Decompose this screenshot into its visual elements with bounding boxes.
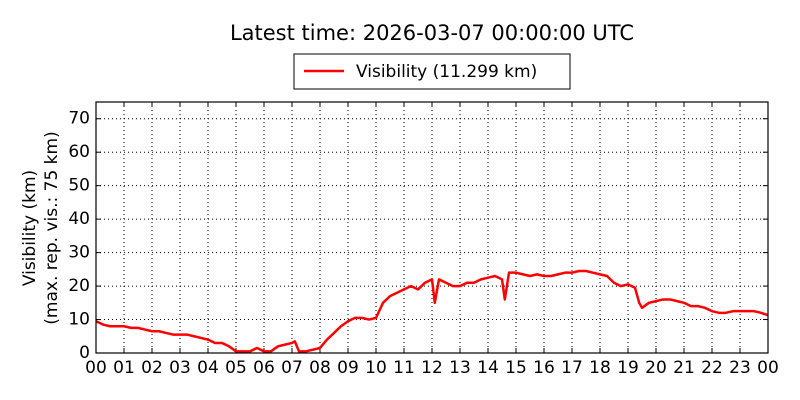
y-tick-label: 20 (68, 276, 90, 296)
x-tick-label: 15 (505, 358, 527, 378)
y-tick-label: 70 (68, 109, 90, 129)
x-tick-label: 12 (421, 358, 443, 378)
y-axis-label: Visibility (km) (20, 170, 40, 286)
x-tick-label: 21 (673, 358, 695, 378)
y-tick-label: 50 (68, 176, 90, 196)
x-tick-label: 16 (533, 358, 555, 378)
y-tick-label: 60 (68, 142, 90, 162)
x-tick-label: 08 (309, 358, 331, 378)
x-tick-label: 13 (449, 358, 471, 378)
x-tick-label: 18 (589, 358, 611, 378)
x-tick-label: 00 (85, 358, 107, 378)
x-tick-label: 22 (701, 358, 723, 378)
x-tick-label: 07 (281, 358, 303, 378)
x-tick-label: 00 (757, 358, 779, 378)
x-tick-label: 20 (645, 358, 667, 378)
x-tick-label: 05 (225, 358, 247, 378)
x-tick-label: 01 (113, 358, 135, 378)
y-tick-label: 30 (68, 243, 90, 263)
x-tick-label: 23 (729, 358, 751, 378)
x-tick-label: 03 (169, 358, 191, 378)
x-tick-label: 14 (477, 358, 499, 378)
y-tick-label: 10 (68, 310, 90, 330)
legend-label: Visibility (11.299 km) (356, 62, 537, 82)
x-tick-label: 06 (253, 358, 275, 378)
x-tick-label: 10 (365, 358, 387, 378)
x-tick-label: 02 (141, 358, 163, 378)
x-tick-label: 09 (337, 358, 359, 378)
data-line (95, 269, 769, 353)
y-tick-label: 40 (68, 209, 90, 229)
chart-title: Latest time: 2026-03-07 00:00:00 UTC (230, 21, 634, 45)
y-axis-label: (max. rep. vis.: 75 km) (42, 131, 62, 324)
x-tick-label: 11 (393, 358, 415, 378)
plot-frame (95, 101, 769, 354)
x-tick-label: 19 (617, 358, 639, 378)
x-tick-label: 17 (561, 358, 583, 378)
x-tick-label: 04 (197, 358, 219, 378)
y-tick-label: 0 (79, 343, 90, 363)
